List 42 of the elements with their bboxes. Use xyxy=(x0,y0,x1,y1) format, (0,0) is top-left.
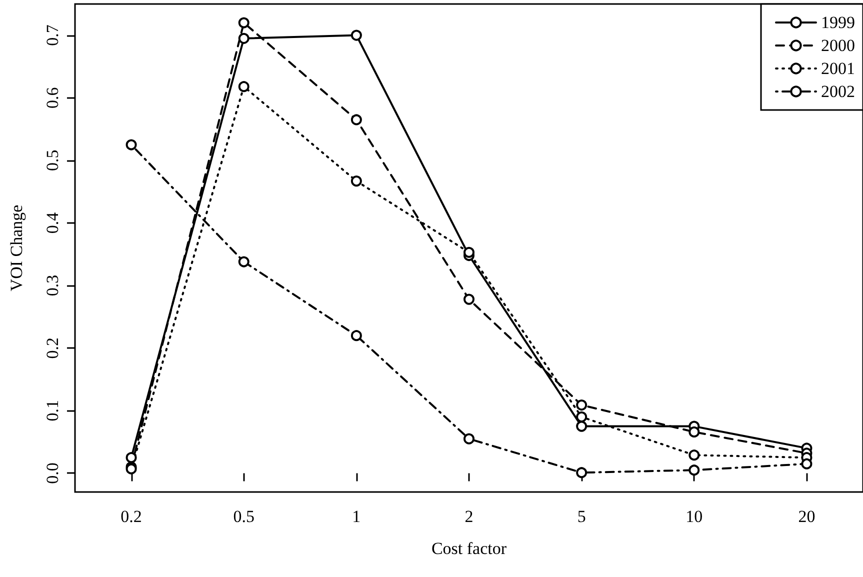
y-tick-label: 0.3 xyxy=(43,274,62,296)
y-tick-label: 0.6 xyxy=(43,87,62,108)
point xyxy=(350,330,362,342)
point xyxy=(350,114,362,126)
x-axis-title: Cost factor xyxy=(431,539,507,558)
point xyxy=(576,420,588,432)
point xyxy=(464,433,474,444)
point xyxy=(688,464,700,476)
point xyxy=(238,256,250,268)
point xyxy=(126,139,137,150)
y-axis-title: VOI Change xyxy=(7,204,26,292)
point xyxy=(576,467,588,478)
x-tick-label: 5 xyxy=(577,507,586,526)
point xyxy=(576,411,588,422)
point xyxy=(464,294,474,305)
y-tick-label: 0.0 xyxy=(43,462,62,484)
point xyxy=(238,81,250,92)
y-tick-label: 0.1 xyxy=(43,400,62,422)
point xyxy=(238,32,250,44)
legend-label: 2001 xyxy=(821,59,855,78)
x-tick-label: 0.2 xyxy=(120,507,142,526)
point xyxy=(238,17,250,28)
y-tick-label: 0.7 xyxy=(43,24,62,46)
point xyxy=(801,458,812,470)
y-tick-label: 0.2 xyxy=(43,337,62,359)
point xyxy=(350,176,362,187)
point xyxy=(126,452,137,464)
point xyxy=(576,400,588,411)
y-tick-label: 0.4 xyxy=(43,212,62,234)
x-tick-label: 20 xyxy=(798,507,816,526)
point xyxy=(464,246,474,258)
legend-label: 1999 xyxy=(821,13,855,32)
x-tick-label: 1 xyxy=(352,507,361,526)
legend-label: 2000 xyxy=(821,36,855,55)
legend-label: 2002 xyxy=(821,82,855,101)
x-tick-label: 10 xyxy=(686,507,703,526)
point xyxy=(688,426,700,438)
x-tick-label: 0.5 xyxy=(233,507,254,526)
point xyxy=(350,30,362,41)
y-tick-label: 0.5 xyxy=(43,150,62,172)
point xyxy=(688,450,700,461)
x-tick-label: 2 xyxy=(464,507,474,526)
